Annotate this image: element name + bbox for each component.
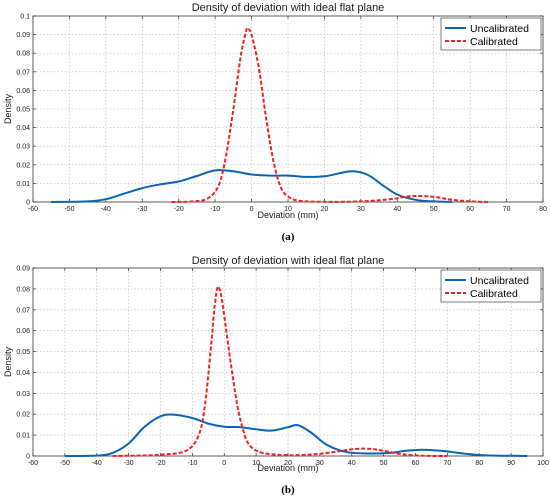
x-tick-label: 70: [503, 206, 511, 213]
y-tick-label: 0.09: [16, 32, 30, 39]
x-tick-label: -40: [92, 460, 102, 467]
panel-label: (b): [281, 484, 295, 496]
x-tick-label: -60: [28, 206, 38, 213]
x-tick-label: 80: [475, 460, 483, 467]
legend-label-uncalibrated: Uncalibrated: [470, 23, 529, 35]
y-tick-label: 0: [26, 454, 30, 461]
x-tick-label: -50: [64, 206, 74, 213]
x-tick-label: 40: [393, 206, 401, 213]
x-tick-label: 10: [284, 206, 292, 213]
y-tick-label: 0.05: [16, 349, 30, 356]
x-tick-label: -30: [137, 206, 147, 213]
x-tick-label: -30: [124, 460, 134, 467]
x-tick-label: 60: [412, 460, 420, 467]
x-tick-label: 60: [466, 206, 474, 213]
y-tick-label: 0.01: [16, 181, 30, 188]
y-tick-label: 0.07: [16, 307, 30, 314]
y-tick-label: 0.05: [16, 107, 30, 114]
y-tick-label: 0.06: [16, 88, 30, 95]
x-tick-label: 40: [348, 460, 356, 467]
x-tick-label: 20: [284, 460, 292, 467]
y-tick-label: 0.08: [16, 286, 30, 293]
series-line-uncalibrated: [51, 169, 452, 203]
y-tick-label: 0.01: [16, 433, 30, 440]
series-line-calibrated: [112, 285, 448, 457]
x-tick-label: 20: [321, 206, 329, 213]
x-axis-label: Deviation (mm): [257, 463, 318, 473]
y-tick-label: 0.02: [16, 162, 30, 169]
legend-box: [440, 269, 542, 303]
x-tick-label: 50: [430, 206, 438, 213]
x-tick-label: -10: [210, 206, 220, 213]
chart-title: Density of deviation with ideal flat pla…: [192, 255, 385, 267]
x-tick-label: 100: [537, 460, 549, 467]
x-tick-label: 80: [539, 206, 547, 213]
legend-box: [440, 17, 542, 51]
x-tick-label: 50: [380, 460, 388, 467]
y-axis-label: Density: [3, 93, 13, 124]
y-axis-label: Density: [3, 346, 13, 377]
y-tick-label: 0.1: [20, 14, 30, 21]
x-tick-label: 30: [316, 460, 324, 467]
chart-panel-1: -60 -50 -40 -30 -20 -10 0 10 20 30 40 50 60 70 80 0 0.01…: [3, 2, 547, 243]
series-line-calibrated: [171, 26, 489, 203]
x-tick-label: 0: [250, 206, 254, 213]
y-tick-label: 0.07: [16, 69, 30, 76]
x-tick-label: 90: [507, 460, 515, 467]
x-tick-label: 10: [252, 460, 260, 467]
y-tick-label: 0.09: [16, 266, 30, 273]
chart-panel-2: -60 -50 -40 -30 -20 -10 0 10 20 30 40 50 60 70 80 90 100…: [3, 255, 549, 496]
y-tick-label: 0.03: [16, 144, 30, 151]
y-tick-label: 0.02: [16, 412, 30, 419]
y-tick-label: 0.03: [16, 391, 30, 398]
y-tick-label: 0.08: [16, 51, 30, 58]
x-tick-label: 70: [443, 460, 451, 467]
y-tick-label: 0.06: [16, 328, 30, 335]
x-tick-label: -20: [155, 460, 165, 467]
x-tick-label: -40: [101, 206, 111, 213]
x-tick-label: -50: [60, 460, 70, 467]
legend-label-calibrated: Calibrated: [470, 36, 518, 48]
x-tick-label: 30: [357, 206, 365, 213]
panel-label: (a): [282, 231, 295, 243]
y-tick-label: 0.04: [16, 370, 30, 377]
legend-label-uncalibrated: Uncalibrated: [470, 275, 529, 287]
chart-title: Density of deviation with ideal flat pla…: [192, 2, 385, 14]
x-axis-label: Deviation (mm): [257, 210, 318, 220]
series-line-uncalibrated: [64, 413, 528, 457]
x-tick-label: 0: [222, 460, 226, 467]
x-tick-label: -10: [187, 460, 197, 467]
x-tick-label: -20: [174, 206, 184, 213]
legend-label-calibrated: Calibrated: [470, 288, 518, 300]
x-tick-label: -60: [28, 460, 38, 467]
y-tick-label: 0: [26, 200, 30, 207]
y-tick-label: 0.04: [16, 125, 30, 132]
